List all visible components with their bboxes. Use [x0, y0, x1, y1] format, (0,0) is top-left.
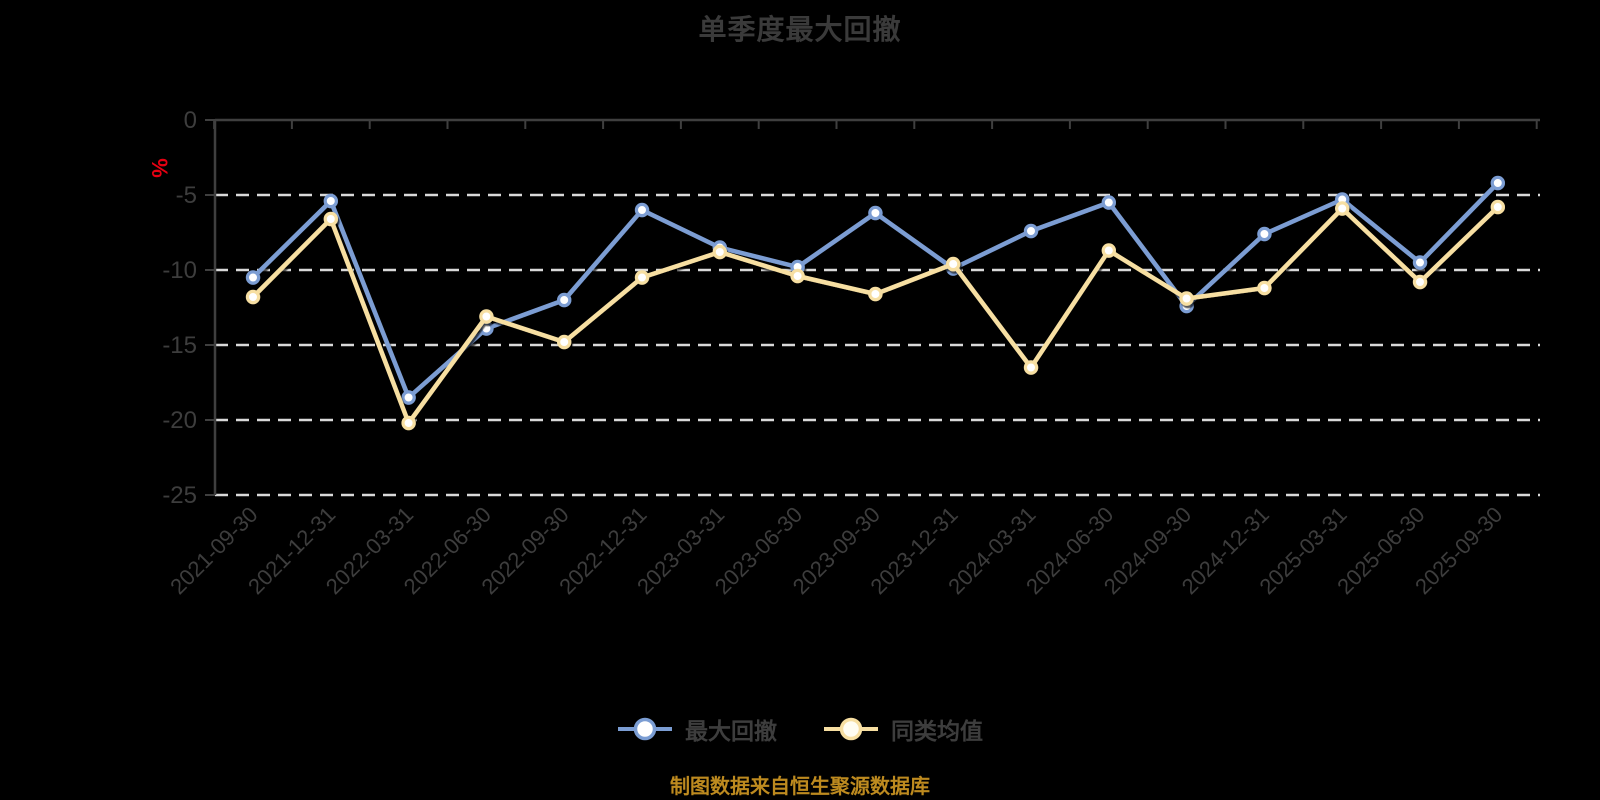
data-point-marker — [245, 289, 261, 305]
data-point-marker — [557, 292, 572, 308]
data-point-marker — [1023, 223, 1039, 239]
y-axis-tick-label: -5 — [176, 182, 197, 209]
data-point-marker — [790, 268, 805, 284]
y-axis-tick-label: -20 — [162, 407, 197, 434]
data-point-marker — [557, 334, 572, 350]
y-axis-tick-label: 0 — [184, 107, 197, 134]
data-point-marker — [1490, 175, 1506, 191]
y-axis-tick-label: -10 — [162, 257, 197, 284]
data-point-marker — [868, 286, 883, 302]
category-average-series-marker-icon — [824, 717, 878, 741]
y-axis: 0 -5 -10 -15 -20 -25 — [162, 107, 217, 509]
data-point-marker — [1101, 195, 1117, 210]
legend-item-max-drawdown[interactable]: 最大回撤 — [617, 712, 777, 746]
data-point-marker — [1257, 280, 1272, 296]
data-point-marker — [401, 415, 416, 431]
series-line — [250, 204, 1501, 426]
data-point-marker — [634, 202, 650, 218]
legend-circle — [633, 717, 657, 741]
max-drawdown-series-marker-icon — [618, 717, 672, 741]
data-source-note: 制图数据来自恒生聚源数据库 — [670, 776, 930, 798]
x-axis — [213, 118, 1540, 129]
legend-label-max-drawdown: 最大回撤 — [685, 718, 777, 744]
data-point-marker — [323, 211, 338, 227]
data-point-marker — [1257, 226, 1272, 242]
data-point-marker — [868, 205, 883, 221]
data-point-marker — [712, 244, 728, 260]
data-point-marker — [1412, 255, 1428, 270]
gridlines — [215, 193, 1540, 497]
data-point-marker — [245, 270, 261, 285]
y-axis-tick-label: -15 — [162, 332, 197, 359]
data-point-marker — [323, 193, 338, 209]
data-point-marker — [946, 256, 961, 272]
data-point-marker — [1412, 274, 1428, 290]
y-axis-unit-label: % — [147, 158, 172, 178]
series-category-average — [245, 199, 1506, 431]
data-point-marker — [1490, 199, 1506, 215]
legend-circle — [839, 717, 863, 741]
data-point-marker — [479, 309, 494, 324]
chart-title: 单季度最大回撤 — [698, 14, 902, 45]
data-point-marker — [634, 270, 650, 285]
data-point-marker — [1101, 243, 1117, 258]
data-point-marker — [1179, 291, 1194, 306]
legend-label-category-average: 同类均值 — [891, 718, 983, 744]
x-axis-labels: 2021-09-302021-12-312022-03-312022-06-30… — [165, 502, 1507, 599]
legend: 最大回撤 同类均值 — [0, 712, 1600, 746]
data-point-marker — [1334, 201, 1350, 216]
data-point-marker — [401, 390, 416, 405]
data-point-marker — [1023, 360, 1039, 375]
legend-item-category-average[interactable]: 同类均值 — [823, 712, 983, 746]
y-axis-tick-label: -25 — [162, 482, 197, 509]
